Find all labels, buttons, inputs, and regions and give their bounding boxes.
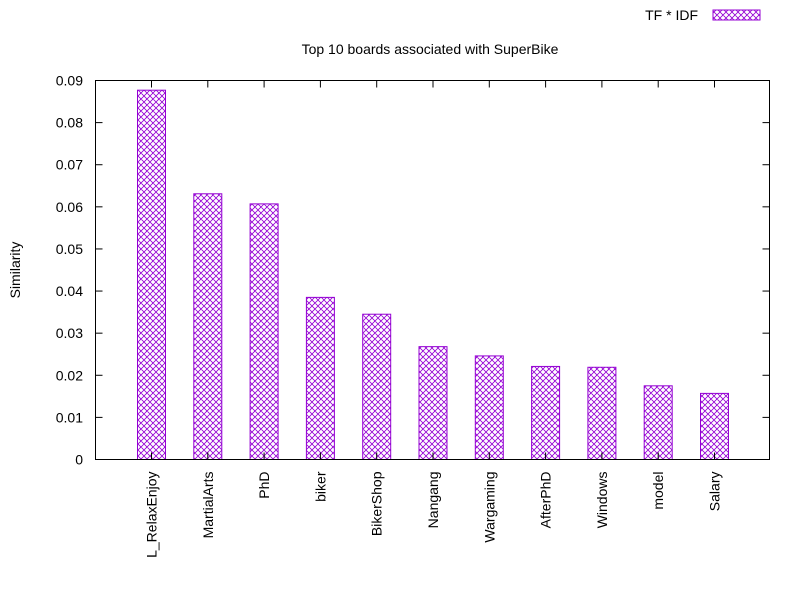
legend-swatch (712, 9, 761, 21)
x-tick-label: Nangang (425, 472, 441, 529)
y-axis-ticks: 0 0.01 0.02 0.03 0.04 0.05 0.06 0.07 0.08 0.09 (56, 73, 770, 468)
x-tick-label: PhD (256, 472, 272, 499)
y-axis-label: Similarity (7, 242, 23, 299)
y-tick-label: 0.05 (56, 241, 83, 257)
y-tick-label: 0.03 (56, 325, 83, 341)
plot-frame (95, 80, 770, 460)
bar-Wargaming (474, 355, 504, 461)
y-tick-label: 0.09 (56, 73, 83, 89)
x-tick-label: Wargaming (481, 472, 497, 543)
bar-Nangang (418, 346, 448, 460)
x-tick-label: Salary (707, 472, 723, 512)
y-tick-label: 0.07 (56, 157, 83, 173)
chart-title: Top 10 boards associated with SuperBike (302, 41, 559, 57)
bar-BikerShop (362, 313, 392, 461)
bar-Salary (700, 392, 729, 460)
bar-Windows (587, 366, 617, 461)
y-tick-label: 0.08 (56, 115, 83, 131)
bar-biker (305, 296, 335, 460)
x-tick-label: AfterPhD (538, 472, 554, 529)
y-tick-label: 0.02 (56, 367, 83, 383)
x-tick-label: MartialArts (200, 472, 216, 539)
y-tick-label: 0.06 (56, 199, 83, 215)
bar-L_RelaxEnjoy (137, 89, 166, 461)
bar-model (643, 385, 673, 460)
x-tick-label: BikerShop (369, 471, 385, 536)
x-tick-label: L_RelaxEnjoy (144, 472, 160, 558)
legend: TF * IDF (645, 7, 761, 23)
x-tick-label: model (650, 472, 666, 510)
y-tick-label: 0.01 (56, 409, 83, 425)
bar-MartialArts (193, 193, 223, 460)
bars (137, 89, 729, 461)
x-tick-label: Windows (594, 472, 610, 529)
y-tick-label: 0 (75, 452, 83, 468)
x-axis-ticks: L_RelaxEnjoy MartialArts PhD biker BikerShop… (144, 80, 723, 558)
y-tick-label: 0.04 (56, 283, 83, 299)
legend-label: TF * IDF (645, 7, 698, 23)
x-tick-label: biker (312, 471, 328, 502)
bar-PhD (249, 203, 279, 460)
bar-AfterPhD (531, 365, 561, 460)
